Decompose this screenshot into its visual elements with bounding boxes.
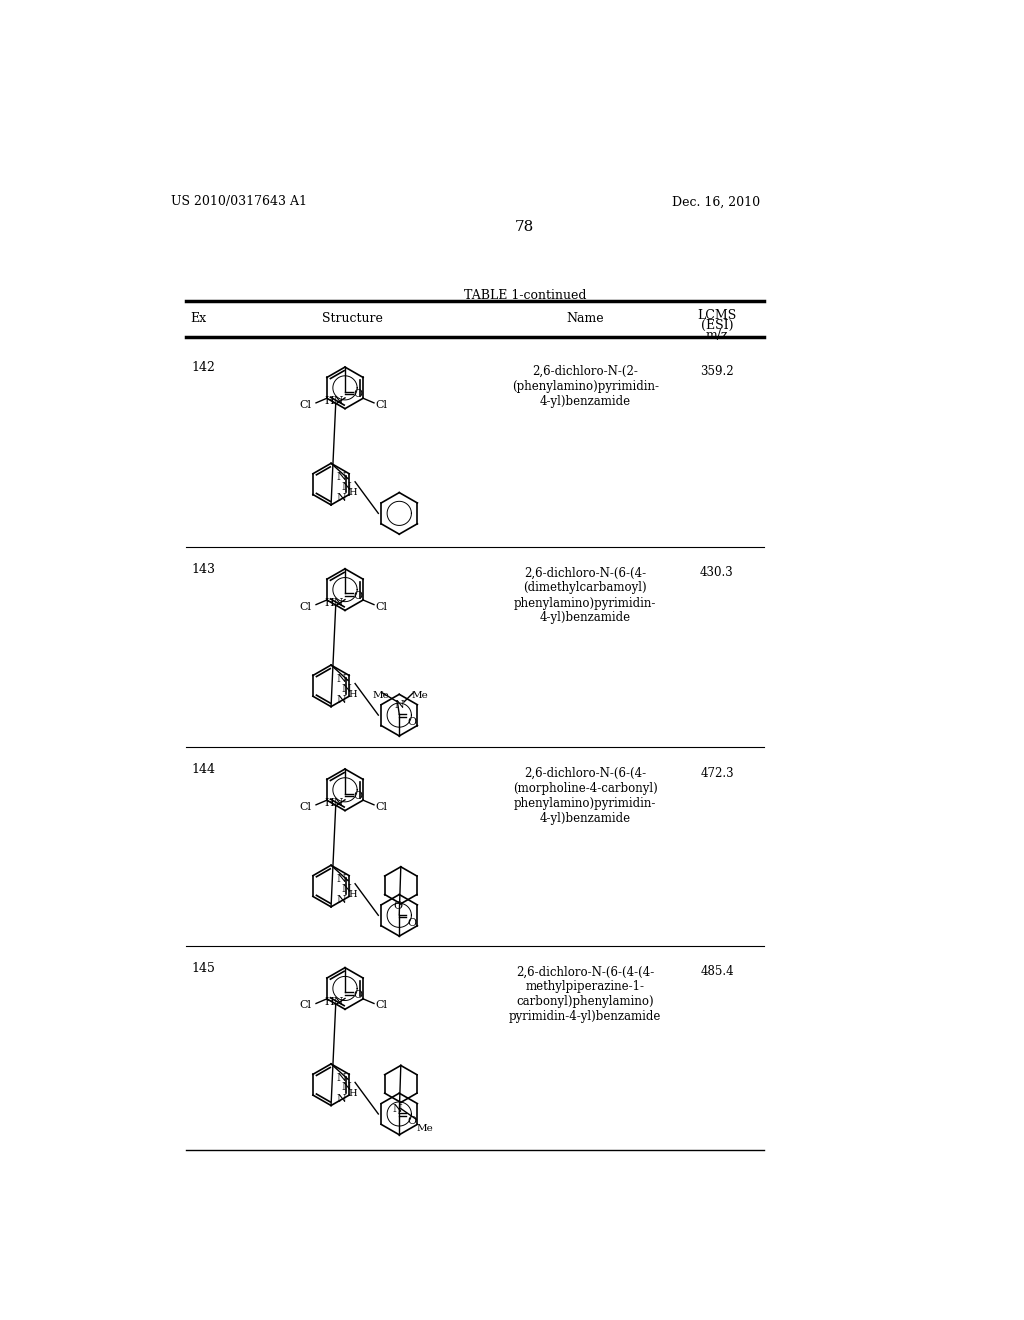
Text: N: N	[342, 884, 351, 894]
Text: TABLE 1-continued: TABLE 1-continued	[464, 289, 586, 302]
Text: N: N	[336, 1073, 346, 1082]
Text: O: O	[407, 1117, 416, 1126]
Text: 142: 142	[191, 360, 215, 374]
Text: N: N	[336, 1093, 346, 1104]
Text: O: O	[353, 792, 362, 801]
Text: N: N	[394, 701, 404, 710]
Text: N: N	[336, 874, 346, 884]
Text: H: H	[349, 488, 357, 496]
Text: Cl: Cl	[376, 1001, 387, 1010]
Text: m/z: m/z	[706, 329, 728, 342]
Text: 78: 78	[515, 220, 535, 234]
Text: Structure: Structure	[323, 313, 383, 326]
Text: Cl: Cl	[376, 801, 387, 812]
Text: H: H	[349, 1089, 357, 1097]
Text: 2,6-dichloro-N-(6-(4-
(morpholine-4-carbonyl)
phenylamino)pyrimidin-
4-yl)benzam: 2,6-dichloro-N-(6-(4- (morpholine-4-carb…	[513, 767, 657, 825]
Text: N: N	[342, 684, 351, 693]
Text: HN: HN	[324, 396, 344, 407]
Text: Cl: Cl	[376, 602, 387, 611]
Text: HN: HN	[324, 799, 344, 808]
Text: H: H	[349, 890, 357, 899]
Text: O: O	[353, 591, 362, 601]
Text: HN: HN	[324, 997, 344, 1007]
Text: 2,6-dichloro-N-(2-
(phenylamino)pyrimidin-
4-yl)benzamide: 2,6-dichloro-N-(2- (phenylamino)pyrimidi…	[512, 364, 658, 408]
Text: O: O	[407, 917, 416, 928]
Text: N: N	[336, 694, 346, 705]
Text: Cl: Cl	[299, 1001, 311, 1010]
Text: N: N	[342, 1082, 351, 1093]
Text: 144: 144	[191, 763, 215, 776]
Text: Dec. 16, 2010: Dec. 16, 2010	[672, 195, 760, 209]
Text: Me: Me	[417, 1125, 433, 1133]
Text: O: O	[353, 389, 362, 400]
Text: US 2010/0317643 A1: US 2010/0317643 A1	[171, 195, 306, 209]
Text: 359.2: 359.2	[700, 364, 734, 378]
Text: Cl: Cl	[299, 400, 311, 409]
Text: N: N	[336, 675, 346, 684]
Text: Name: Name	[566, 313, 604, 326]
Text: Cl: Cl	[299, 602, 311, 611]
Text: (ESI): (ESI)	[700, 318, 733, 331]
Text: H: H	[349, 689, 357, 698]
Text: N: N	[393, 1104, 402, 1114]
Text: Ex: Ex	[190, 313, 206, 326]
Text: O: O	[407, 718, 416, 727]
Text: N: N	[336, 492, 346, 503]
Text: LCMS: LCMS	[697, 309, 736, 322]
Text: Cl: Cl	[299, 801, 311, 812]
Text: N: N	[336, 895, 346, 906]
Text: Me: Me	[412, 692, 428, 700]
Text: 2,6-dichloro-N-(6-(4-
(dimethylcarbamoyl)
phenylamino)pyrimidin-
4-yl)benzamide: 2,6-dichloro-N-(6-(4- (dimethylcarbamoyl…	[514, 566, 656, 624]
Text: N: N	[342, 482, 351, 492]
Text: 2,6-dichloro-N-(6-(4-(4-
methylpiperazine-1-
carbonyl)phenylamino)
pyrimidin-4-y: 2,6-dichloro-N-(6-(4-(4- methylpiperazin…	[509, 965, 662, 1023]
Text: 143: 143	[191, 562, 215, 576]
Text: 145: 145	[191, 961, 215, 974]
Text: HN: HN	[324, 598, 344, 609]
Text: 472.3: 472.3	[700, 767, 734, 780]
Text: N: N	[336, 473, 346, 482]
Text: O: O	[353, 990, 362, 1001]
Text: 485.4: 485.4	[700, 965, 734, 978]
Text: Cl: Cl	[376, 400, 387, 409]
Text: O: O	[393, 900, 402, 911]
Text: 430.3: 430.3	[700, 566, 734, 579]
Text: Me: Me	[373, 692, 390, 700]
